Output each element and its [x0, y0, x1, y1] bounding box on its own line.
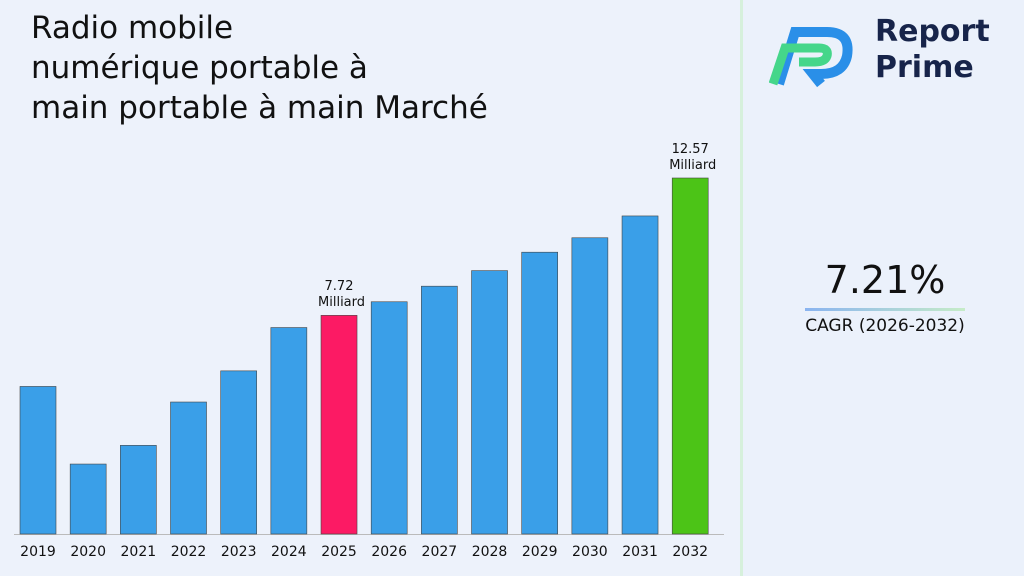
bar	[270, 327, 308, 535]
bar	[521, 251, 559, 535]
x-tick-label: 2027	[422, 544, 458, 560]
brand-name: Report Prime	[875, 14, 990, 85]
x-tick-label: 2026	[371, 544, 407, 560]
chart: 2019 2020 2021 2022 2023 2024 2025 2026 2027 2028…	[14, 177, 724, 560]
cagr-label: CAGR (2026-2032)	[805, 316, 965, 336]
chart-title: Radio mobile numérique portable à main p…	[31, 10, 488, 126]
divider	[805, 308, 965, 311]
x-tick-label: 2025	[321, 544, 357, 560]
bar	[69, 463, 107, 535]
x-tick-label: 2028	[472, 544, 508, 560]
x-tick-label: 2020	[70, 544, 106, 560]
bar	[320, 315, 358, 535]
bar	[421, 285, 458, 535]
x-tick-label: 2019	[20, 544, 56, 560]
x-tick-label: 2024	[271, 544, 307, 560]
bar	[471, 270, 508, 535]
bar	[170, 401, 207, 535]
x-tick-label: 2032	[672, 544, 708, 560]
bar	[671, 177, 709, 535]
x-tick-label: 2031	[622, 544, 658, 560]
bar	[220, 370, 257, 535]
value-label: 12.57 Milliard	[669, 142, 717, 173]
bar	[19, 386, 57, 535]
sidebar: Report Prime 7.21% CAGR (2026-2032)	[740, 0, 1024, 576]
cagr-value: 7.21%	[824, 258, 946, 302]
bar	[370, 301, 408, 535]
value-label: 7.72 Milliard	[318, 279, 366, 311]
logo-icon	[769, 27, 853, 88]
x-tick-label: 2030	[572, 544, 608, 560]
x-tick-label: 2021	[121, 544, 157, 560]
x-tick-label: 2023	[221, 544, 257, 560]
bar	[571, 237, 609, 535]
x-tick-label: 2022	[171, 544, 207, 560]
bar	[621, 215, 659, 535]
bar	[120, 445, 157, 535]
x-tick-label: 2029	[522, 544, 558, 560]
